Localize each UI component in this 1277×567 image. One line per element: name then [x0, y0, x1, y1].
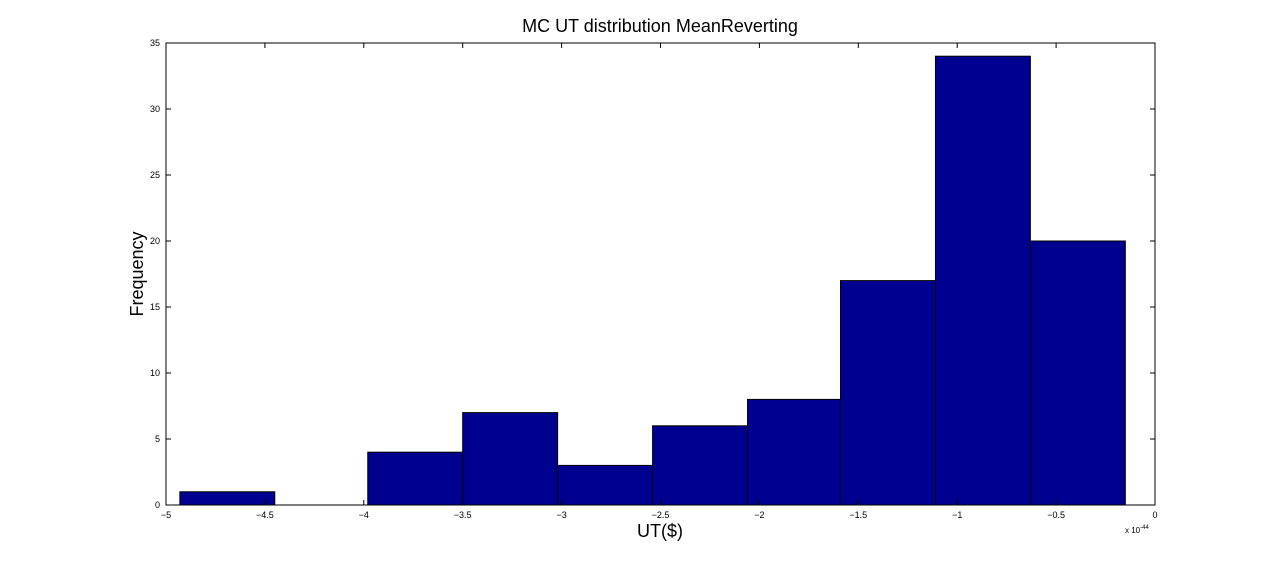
y-axis-label: Frequency [127, 231, 147, 316]
x-tick-label: −3.5 [454, 510, 472, 520]
y-tick-label: 0 [155, 500, 160, 510]
histogram-bar [1029, 240, 1126, 506]
x-tick-label: −1 [952, 510, 962, 520]
y-tick-label: 15 [150, 302, 160, 312]
x-ticks-group: −5 −4.5 −4 −3.5 −3 −2.5 −2 −1.5 −1 −0.5 0 [161, 43, 1158, 520]
histogram-bar [462, 412, 559, 506]
x-tick-label: −4.5 [256, 510, 274, 520]
y-tick-label: 5 [155, 434, 160, 444]
y-tick-label: 25 [150, 170, 160, 180]
x-tick-label: −0.5 [1047, 510, 1065, 520]
x-tick-label: 0 [1152, 510, 1157, 520]
histogram-bar [934, 55, 1031, 506]
x-tick-label: −5 [161, 510, 171, 520]
histogram-bar [839, 280, 936, 506]
x-multiplier-exponent: -44 [1140, 525, 1149, 531]
histogram-bar [179, 491, 276, 506]
y-tick-label: 30 [150, 104, 160, 114]
x-axis-label: UT($) [637, 521, 683, 541]
x-tick-label: −2.5 [652, 510, 670, 520]
x-multiplier-label: x 10-44 [1125, 525, 1149, 535]
histogram-bar [747, 398, 841, 506]
histogram-bar [652, 425, 749, 506]
bars-group [179, 55, 1126, 506]
x-tick-label: −4 [359, 510, 369, 520]
y-tick-label: 20 [150, 236, 160, 246]
x-tick-label: −3 [556, 510, 566, 520]
histogram-bar [557, 464, 654, 506]
y-tick-label: 10 [150, 368, 160, 378]
y-tick-label: 35 [150, 38, 160, 48]
x-tick-label: −1.5 [849, 510, 867, 520]
chart-title: MC UT distribution MeanReverting [522, 16, 798, 36]
y-ticks-group: 0 5 10 15 20 25 30 35 [150, 38, 1155, 510]
x-tick-label: −2 [754, 510, 764, 520]
x-multiplier-base: x 10 [1125, 526, 1141, 535]
histogram-bar [367, 451, 464, 506]
